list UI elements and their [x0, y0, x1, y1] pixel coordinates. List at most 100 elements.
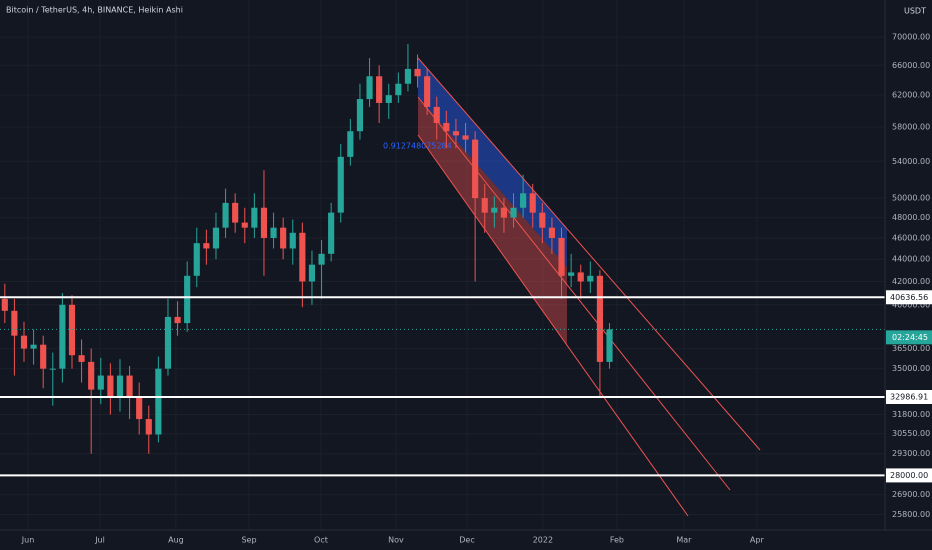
candle-body	[318, 253, 325, 265]
y-tick-label: 70000.00	[892, 33, 930, 42]
y-tick-label: 46000.00	[892, 233, 930, 242]
candle-body	[126, 375, 133, 397]
y-tick-label: 40000.00	[892, 300, 930, 309]
y-tick-label: 36500.00	[892, 344, 930, 353]
x-tick-label: Mar	[676, 536, 692, 545]
level-label: 28000.00	[890, 471, 928, 480]
level-badge	[886, 390, 932, 405]
x-tick-label: Dec	[459, 536, 474, 545]
level-label: 40636.56	[890, 293, 928, 302]
level-label: 32986.91	[890, 393, 928, 402]
x-tick-label: 2022	[533, 536, 553, 545]
candle-body	[97, 375, 104, 390]
candle-body	[107, 375, 114, 397]
candle-body	[472, 139, 479, 199]
candle-body	[443, 122, 450, 132]
y-tick-label: 54000.00	[892, 157, 930, 166]
candle-body	[116, 375, 124, 397]
candle-body	[203, 243, 210, 249]
y-tick-label: 30550.00	[892, 429, 930, 438]
currency: USDT	[904, 7, 926, 16]
candle-body	[347, 131, 354, 157]
grid	[0, 0, 885, 530]
candle-body	[78, 355, 85, 362]
candle-body	[88, 361, 95, 390]
candle-body	[529, 193, 536, 213]
chart-title: Bitcoin / TetherUS, 4h, BINANCE, Heikin …	[6, 6, 183, 15]
countdown-label: 02:24:45	[892, 333, 928, 342]
candle-body	[385, 95, 392, 103]
candle-body	[260, 207, 268, 238]
candle-body	[222, 202, 229, 228]
candle-body	[299, 232, 306, 282]
candle-body	[539, 212, 546, 228]
plot	[0, 44, 885, 477]
candle-body	[193, 243, 200, 276]
candle-body	[241, 222, 248, 228]
candle-body	[404, 68, 412, 84]
candle-body	[308, 264, 316, 282]
candle-body	[548, 227, 555, 238]
candle-body	[212, 227, 220, 249]
candle-body	[500, 207, 508, 218]
candle-body	[30, 344, 37, 349]
candle-body	[59, 304, 66, 369]
candle-body	[280, 227, 287, 249]
x-tick-label: Apr	[750, 536, 765, 545]
channel-bottom-line	[417, 134, 689, 517]
y-tick-label: 58000.00	[892, 123, 930, 132]
level-badge	[886, 468, 932, 483]
y-tick-label: 44000.00	[892, 255, 930, 264]
x-tick-label: Sep	[241, 536, 256, 545]
candle-body	[433, 106, 440, 123]
candle-body	[1, 298, 8, 311]
candle-body	[49, 368, 56, 370]
candle-body	[164, 316, 172, 369]
candle-body	[587, 275, 594, 282]
candle-body	[136, 396, 143, 420]
candle-body	[232, 202, 239, 223]
candle-body	[174, 316, 181, 324]
y-tick-label: 62000.00	[892, 91, 930, 100]
candle-body	[558, 237, 565, 276]
candle-body	[356, 99, 364, 132]
candle-body	[11, 310, 18, 336]
x-tick-label: Jun	[21, 536, 35, 545]
candle-body	[596, 275, 603, 362]
y-tick-label: 35000.00	[892, 364, 930, 373]
candle-body	[270, 227, 277, 238]
channel-upper-fill	[418, 58, 567, 267]
axes: 70000.00 66000.00 62000.00 58000.00 54000.00…	[21, 33, 932, 545]
y-tick-label: 25800.00	[892, 510, 930, 519]
channel-lower-fill	[418, 97, 567, 345]
y-tick-label: 66000.00	[892, 61, 930, 70]
candle-body	[40, 344, 47, 369]
candle-body	[20, 335, 28, 349]
candle-body	[577, 272, 584, 282]
candle-body	[184, 275, 191, 324]
candle-body	[328, 212, 335, 254]
candle-body	[289, 232, 296, 249]
y-tick-label: 50000.00	[892, 194, 930, 203]
candle-body	[491, 207, 498, 213]
candle-body	[155, 368, 162, 435]
candle-body	[395, 83, 402, 96]
candle-body	[414, 68, 421, 77]
candle-body	[462, 135, 469, 140]
level-badge	[886, 290, 932, 305]
candle-body	[568, 272, 575, 276]
x-tick-label: Nov	[388, 536, 404, 545]
candle-body	[424, 76, 431, 107]
y-tick-label: 29300.00	[892, 449, 930, 458]
x-tick-label: Feb	[610, 536, 624, 545]
channel-top-line	[417, 57, 761, 451]
candle-body	[366, 76, 373, 100]
candle-body	[510, 207, 517, 218]
candle-body	[145, 419, 152, 435]
candle-body	[520, 193, 527, 208]
x-tick-label: Aug	[168, 536, 184, 545]
candle-body	[68, 304, 76, 356]
y-tick-label: 26900.00	[892, 490, 930, 499]
